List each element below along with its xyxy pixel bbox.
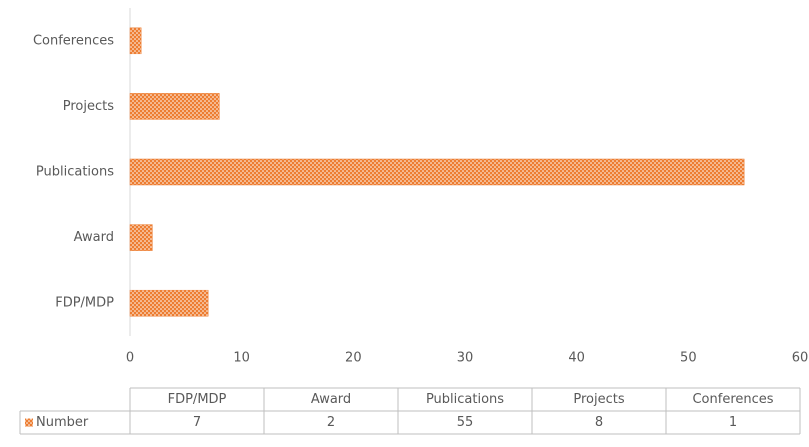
table-value: 8 <box>595 415 603 430</box>
x-tick-label: 60 <box>792 351 809 366</box>
y-tick-label: Award <box>74 230 114 245</box>
x-tick-label: 40 <box>568 351 585 366</box>
x-tick-label: 30 <box>457 351 474 366</box>
table-header: FDP/MDP <box>168 392 227 407</box>
x-tick-label: 20 <box>345 351 362 366</box>
y-tick-label: FDP/MDP <box>55 296 114 311</box>
table-value: 1 <box>729 415 737 430</box>
legend-swatch <box>25 418 33 427</box>
table-header: Conferences <box>692 392 773 407</box>
bar <box>129 93 220 120</box>
table-value: 2 <box>327 415 335 430</box>
bar <box>129 224 153 251</box>
table-header: Publications <box>426 392 504 407</box>
table-value: 7 <box>193 415 201 430</box>
x-tick-label: 10 <box>233 351 250 366</box>
table-header: Projects <box>573 392 624 407</box>
legend-label: Number <box>36 415 89 430</box>
bar <box>129 289 209 317</box>
bar <box>129 27 142 55</box>
table-value: 55 <box>457 415 474 430</box>
bar <box>129 158 745 186</box>
x-tick-label: 50 <box>680 351 697 366</box>
y-tick-label: Publications <box>36 165 114 180</box>
table-header: Award <box>311 392 351 407</box>
y-tick-label: Conferences <box>33 33 114 48</box>
x-tick-label: 0 <box>126 351 134 366</box>
y-tick-label: Projects <box>63 99 114 114</box>
